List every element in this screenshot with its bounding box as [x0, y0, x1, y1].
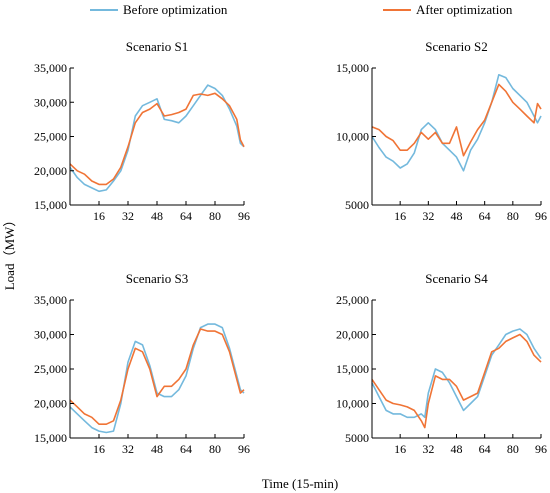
x-tick-label: 32 — [422, 442, 434, 456]
x-tick-label: 96 — [238, 209, 250, 223]
x-tick-label: 16 — [394, 209, 406, 223]
x-tick-label: 16 — [93, 442, 105, 456]
y-tick-label: 20,000 — [34, 164, 67, 178]
series-line-after-optimization — [69, 328, 245, 426]
y-tick-label: 25,000 — [34, 362, 67, 376]
legend-label: Before optimization — [123, 2, 228, 17]
x-tick-label: 48 — [151, 209, 163, 223]
panel-title: Scenario S4 — [425, 271, 488, 286]
y-tick-label: 15,000 — [34, 431, 67, 445]
y-tick-label: 10,000 — [336, 397, 369, 411]
panel-title: Scenario S2 — [425, 39, 487, 54]
series-line-before-optimization — [371, 74, 542, 172]
y-axis-title: Load（MW） — [2, 214, 17, 291]
x-tick-label: 16 — [394, 442, 406, 456]
y-tick-label: 15,000 — [336, 362, 369, 376]
y-tick-label: 15,000 — [336, 61, 369, 75]
x-tick-label: 48 — [451, 209, 463, 223]
x-tick-label: 96 — [238, 442, 250, 456]
series-line-after-optimization — [69, 92, 245, 186]
x-tick-label: 96 — [535, 209, 547, 223]
panel-scenario-s2: Scenario S2 5000 10,000 15,000 16 32 48 64 80 96 — [336, 39, 547, 223]
x-tick-label: 64 — [180, 209, 192, 223]
y-tick-label: 25,000 — [34, 130, 67, 144]
legend-label: After optimization — [416, 2, 513, 17]
legend-entry-before-optimization: Before optimization — [90, 2, 228, 17]
panel-scenario-s3: Scenario S3 15,000 20,000 25,000 30,000 35,00… — [34, 271, 250, 456]
y-tick-label: 5000 — [345, 431, 369, 445]
legend: Before optimization After optimization — [90, 2, 513, 17]
panel-scenario-s1: Scenario S1 15,000 20,000 25,000 30,000 35,00… — [34, 39, 250, 223]
y-tick-label: 35,000 — [34, 61, 67, 75]
x-tick-label: 16 — [93, 209, 105, 223]
y-tick-label: 35,000 — [34, 293, 67, 307]
y-tick-label: 5000 — [345, 198, 369, 212]
x-axis-title: Time (15-min) — [262, 476, 338, 491]
series-line-before-optimization — [69, 84, 245, 193]
chart-panels: Scenario S1 15,000 20,000 25,000 30,000 35,00… — [34, 39, 547, 456]
series-line-after-optimization — [371, 83, 542, 157]
y-tick-label: 20,000 — [336, 328, 369, 342]
x-tick-label: 64 — [479, 442, 491, 456]
series-line-before-optimization — [371, 328, 542, 419]
x-tick-label: 64 — [479, 209, 491, 223]
panel-title: Scenario S3 — [126, 271, 188, 286]
x-tick-label: 48 — [451, 442, 463, 456]
x-tick-label: 80 — [209, 442, 221, 456]
y-tick-label: 20,000 — [34, 397, 67, 411]
y-tick-label: 30,000 — [34, 95, 67, 109]
series-line-before-optimization — [69, 323, 245, 434]
series-line-after-optimization — [371, 333, 542, 429]
panel-title: Scenario S1 — [126, 39, 188, 54]
legend-entry-after-optimization: After optimization — [383, 2, 513, 17]
x-tick-label: 80 — [507, 209, 519, 223]
x-tick-label: 32 — [122, 209, 134, 223]
x-tick-label: 80 — [209, 209, 221, 223]
x-tick-label: 48 — [151, 442, 163, 456]
x-tick-label: 96 — [535, 442, 547, 456]
x-tick-label: 80 — [507, 442, 519, 456]
panel-scenario-s4: Scenario S4 5000 10,000 15,000 20,000 25,000 1… — [336, 271, 547, 456]
y-tick-label: 10,000 — [336, 130, 369, 144]
x-tick-label: 32 — [122, 442, 134, 456]
y-tick-label: 30,000 — [34, 328, 67, 342]
y-tick-label: 15,000 — [34, 198, 67, 212]
x-tick-label: 64 — [180, 442, 192, 456]
y-tick-label: 25,000 — [336, 293, 369, 307]
x-tick-label: 32 — [422, 209, 434, 223]
